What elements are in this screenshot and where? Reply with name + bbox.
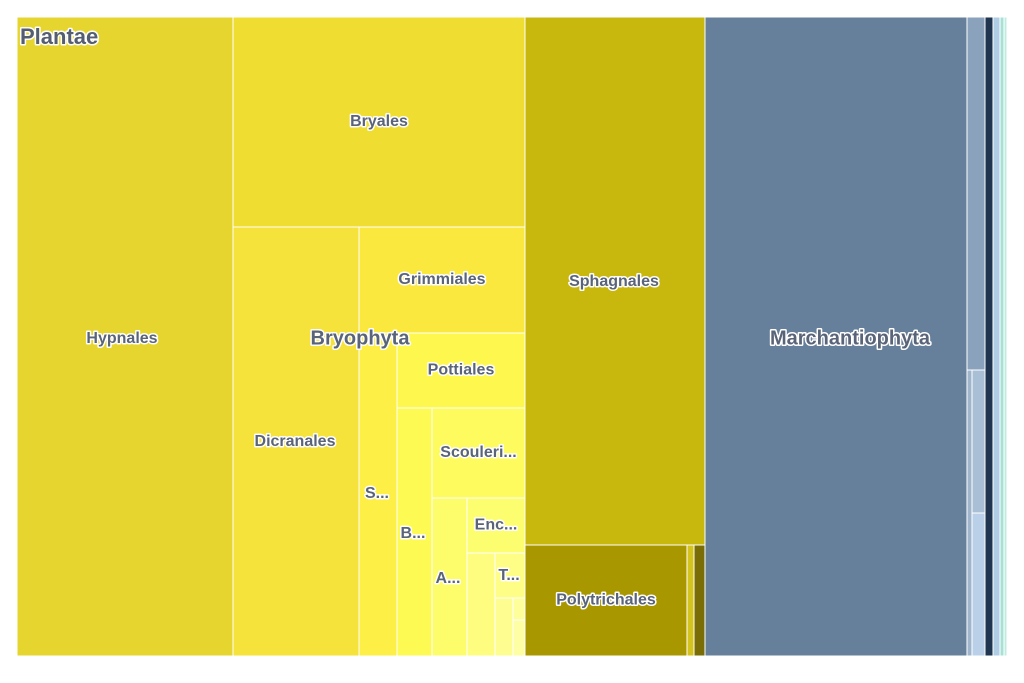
tile — [466, 552, 496, 657]
tile-label: Sphagnales — [569, 273, 659, 290]
tile-label: Marchantiophyta — [770, 327, 931, 349]
tile-label: Pottiales — [428, 362, 495, 379]
tile — [396, 332, 526, 409]
tile — [232, 226, 360, 657]
tile — [16, 16, 234, 657]
tile — [966, 369, 973, 657]
tile — [358, 332, 398, 657]
tile — [971, 369, 986, 514]
tile-label: A... — [436, 570, 461, 587]
tile — [358, 226, 526, 334]
tile — [232, 16, 526, 228]
group-label: Bryophyta — [311, 327, 411, 349]
tile — [512, 619, 526, 657]
tile — [524, 16, 706, 546]
tile — [693, 544, 706, 657]
tile — [1003, 16, 1008, 657]
root-label: Plantae — [20, 24, 98, 49]
tile — [999, 16, 1005, 657]
tile — [971, 512, 986, 657]
tile-label: Polytrichales — [556, 592, 656, 609]
tile — [512, 597, 526, 621]
tile-label: Bryales — [350, 113, 408, 130]
tile-label: Scouleri... — [440, 444, 516, 461]
tile-label: Hypnales — [86, 330, 157, 347]
tile-label: S... — [365, 485, 389, 502]
tile — [466, 497, 526, 554]
tile — [396, 407, 433, 657]
tile — [524, 544, 688, 657]
tile-label: Grimmiales — [398, 271, 485, 288]
tile — [494, 597, 514, 657]
tile — [431, 407, 526, 499]
tile — [992, 16, 1001, 657]
tile — [431, 497, 468, 657]
tile — [966, 16, 986, 371]
tiles: Hypnales Bryales Dicranales Grimmiales S... P… — [16, 16, 1008, 657]
tile — [704, 16, 968, 657]
tile-label: Enc... — [475, 517, 518, 534]
tile-label: Dicranales — [255, 433, 336, 450]
tile-label: T... — [498, 567, 519, 584]
tile — [984, 16, 994, 657]
tile — [686, 544, 695, 657]
tile-label: B... — [401, 525, 426, 542]
